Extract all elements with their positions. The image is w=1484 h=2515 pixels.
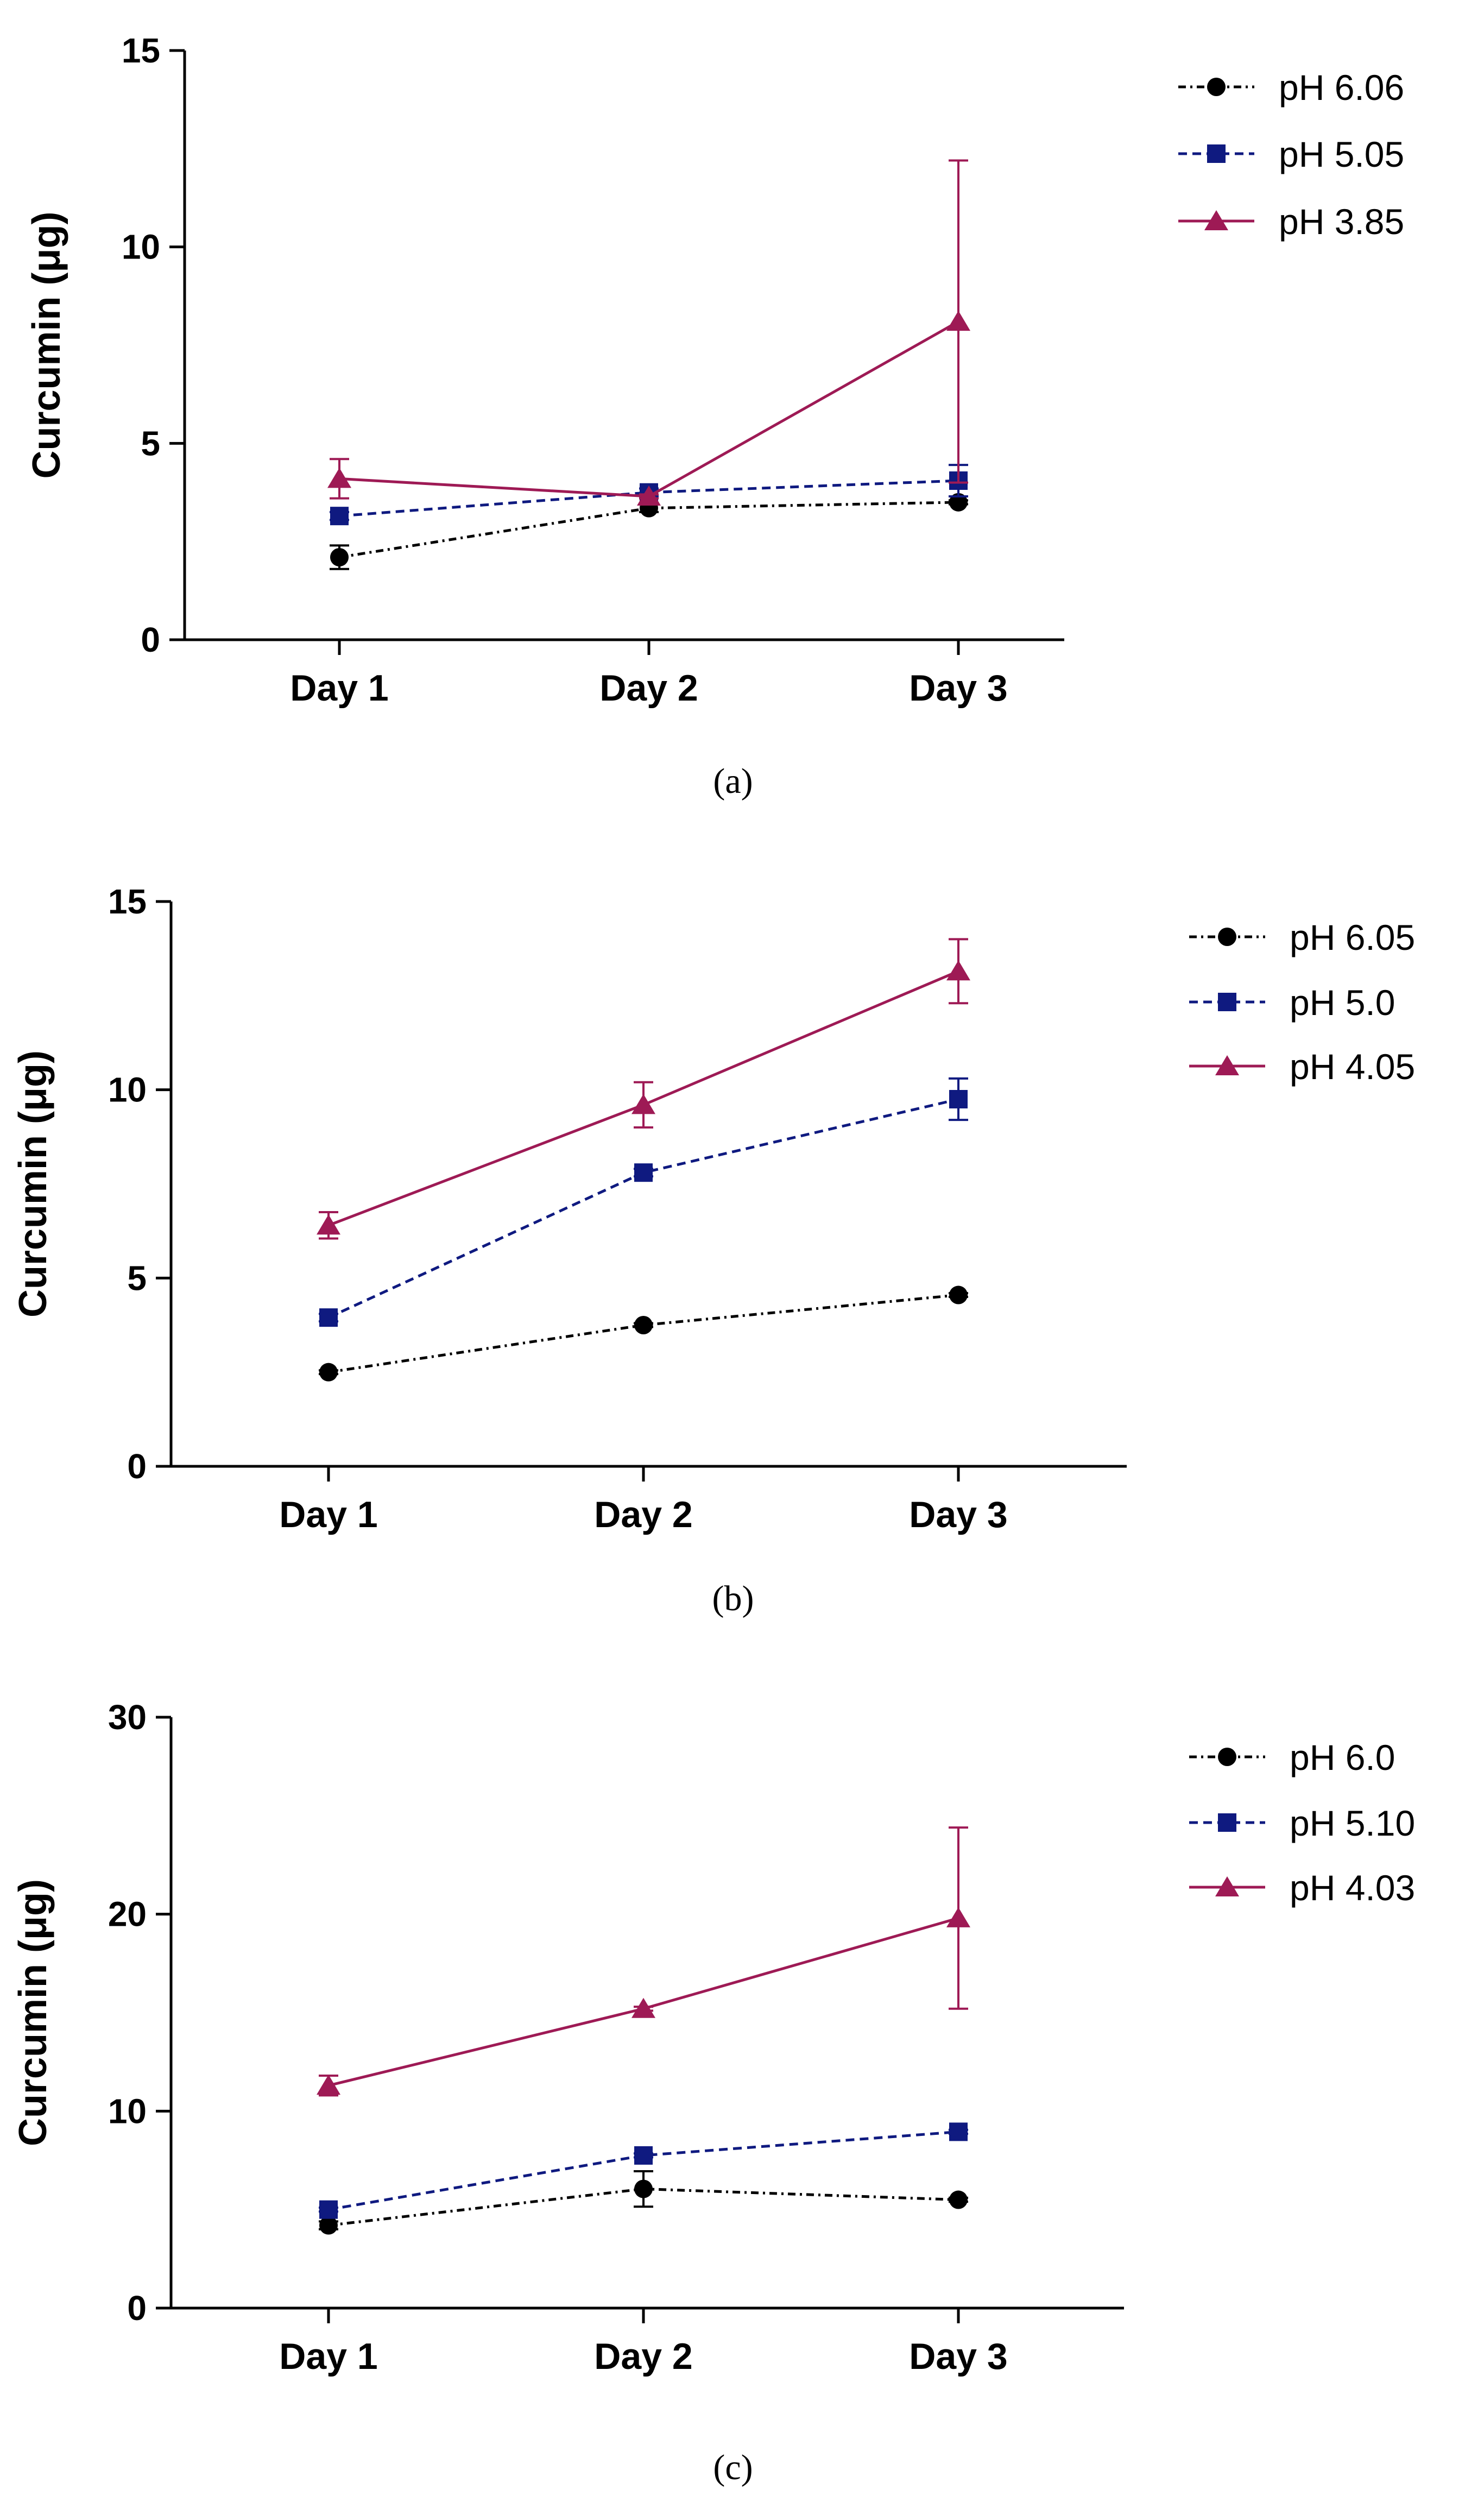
x-tick-label: Day 2: [594, 2336, 692, 2377]
y-axis-title: Curcumin (μg): [11, 1050, 55, 1318]
legend-item: pH 4.03: [1189, 1868, 1415, 1908]
legend-marker: [1218, 928, 1236, 946]
data-point: [319, 1308, 338, 1327]
panel-caption: (c): [713, 2448, 753, 2487]
data-point: [634, 1316, 653, 1334]
legend-item: pH 4.05: [1189, 1047, 1415, 1087]
data-point: [637, 485, 661, 506]
legend-marker: [1218, 1748, 1236, 1766]
data-point: [634, 2146, 653, 2165]
legend-item: pH 3.85: [1178, 201, 1404, 242]
y-tick-label: 0: [127, 2289, 147, 2328]
data-point: [949, 493, 968, 512]
legend-marker: [1218, 1813, 1236, 1832]
legend-label: pH 5.10: [1290, 1803, 1415, 1843]
legend-label: pH 3.85: [1279, 201, 1404, 242]
series-1: [319, 2122, 968, 2219]
data-point: [319, 2200, 338, 2219]
legend-marker: [1204, 210, 1228, 230]
data-point: [949, 1285, 968, 1304]
y-tick-label: 30: [108, 1698, 147, 1737]
series-line: [328, 2130, 959, 2211]
y-tick-label: 0: [141, 620, 160, 659]
data-point: [632, 1997, 655, 2018]
series-line: [339, 501, 959, 559]
series-line: [339, 320, 959, 498]
y-tick-label: 5: [141, 424, 160, 463]
data-point: [946, 960, 970, 981]
legend-label: pH 5.05: [1279, 134, 1404, 174]
legend-label: pH 6.06: [1279, 67, 1404, 108]
legend-marker: [1207, 144, 1226, 163]
legend-label: pH 4.05: [1290, 1047, 1415, 1087]
legend-label: pH 4.03: [1290, 1868, 1415, 1908]
legend-item: pH 6.05: [1189, 917, 1415, 957]
chart-panel-c: 0 10 20 30 Day 1 Day 2 Day 3 Curcumin (μg) pH 6.…: [11, 1698, 1415, 2377]
legend-item: pH 6.06: [1178, 67, 1404, 108]
series-line: [339, 479, 959, 518]
series-1: [319, 1077, 968, 1327]
x-tick-label: Day 3: [909, 2336, 1007, 2377]
data-point: [330, 507, 349, 526]
y-tick-label: 10: [108, 2091, 147, 2130]
x-tick-label: Day 1: [290, 667, 388, 709]
panel-caption: (b): [712, 1579, 754, 1618]
legend-marker: [1215, 1055, 1239, 1075]
legend-item: pH 5.0: [1189, 982, 1395, 1023]
y-tick-label: 0: [127, 1447, 147, 1486]
legend-item: pH 5.10: [1189, 1803, 1415, 1843]
y-tick-label: 10: [122, 228, 160, 267]
x-tick-label: Day 2: [599, 667, 698, 709]
y-tick-label: 20: [108, 1895, 147, 1934]
series-0: [319, 1285, 968, 1382]
data-point: [634, 1163, 653, 1182]
data-point: [330, 548, 349, 567]
y-tick-label: 5: [127, 1258, 147, 1297]
legend-label: pH 5.0: [1290, 982, 1395, 1023]
data-point: [946, 1907, 970, 1927]
data-point: [949, 2122, 968, 2141]
legend-marker: [1218, 993, 1236, 1011]
series-2: [317, 938, 970, 1240]
chart-panel-b: 0 5 10 15 Day 1 Day 2 Day 3 Curcumin (μg) pH 6.0…: [11, 882, 1415, 1535]
series-2: [327, 159, 970, 506]
data-point: [946, 311, 970, 331]
data-point: [632, 1094, 655, 1114]
x-tick-label: Day 1: [279, 1494, 377, 1535]
data-point: [319, 2216, 338, 2235]
x-tick-label: Day 3: [909, 667, 1007, 709]
data-point: [317, 1214, 340, 1235]
y-tick-label: 10: [108, 1070, 147, 1110]
y-tick-label: 15: [122, 31, 160, 70]
y-tick-label: 15: [108, 882, 147, 921]
data-point: [634, 2179, 653, 2198]
x-tick-label: Day 1: [279, 2336, 377, 2377]
legend-marker: [1207, 78, 1226, 96]
series-line: [327, 1098, 959, 1319]
x-tick-label: Day 2: [594, 1494, 692, 1535]
data-point: [319, 1363, 338, 1382]
series-0: [319, 2170, 968, 2235]
y-axis-title: Curcumin (μg): [11, 1879, 55, 2146]
y-axis-title: Curcumin (μg): [25, 211, 68, 478]
legend-label: pH 6.05: [1290, 917, 1415, 957]
data-point: [949, 2190, 968, 2209]
legend-item: pH 5.05: [1178, 134, 1404, 174]
series-2: [317, 1826, 970, 2097]
chart-panel-a: 0 5 10 15 Day 1 Day 2 Day 3 Curcumin (μg) pH 6.0…: [25, 31, 1404, 709]
legend-label: pH 6.0: [1290, 1737, 1395, 1777]
legend-item: pH 6.0: [1189, 1737, 1395, 1777]
data-point: [327, 468, 351, 488]
x-tick-label: Day 3: [909, 1494, 1007, 1535]
legend-marker: [1215, 1876, 1239, 1896]
panel-caption: (a): [713, 761, 753, 801]
data-point: [317, 2075, 340, 2095]
data-point: [949, 1090, 968, 1108]
